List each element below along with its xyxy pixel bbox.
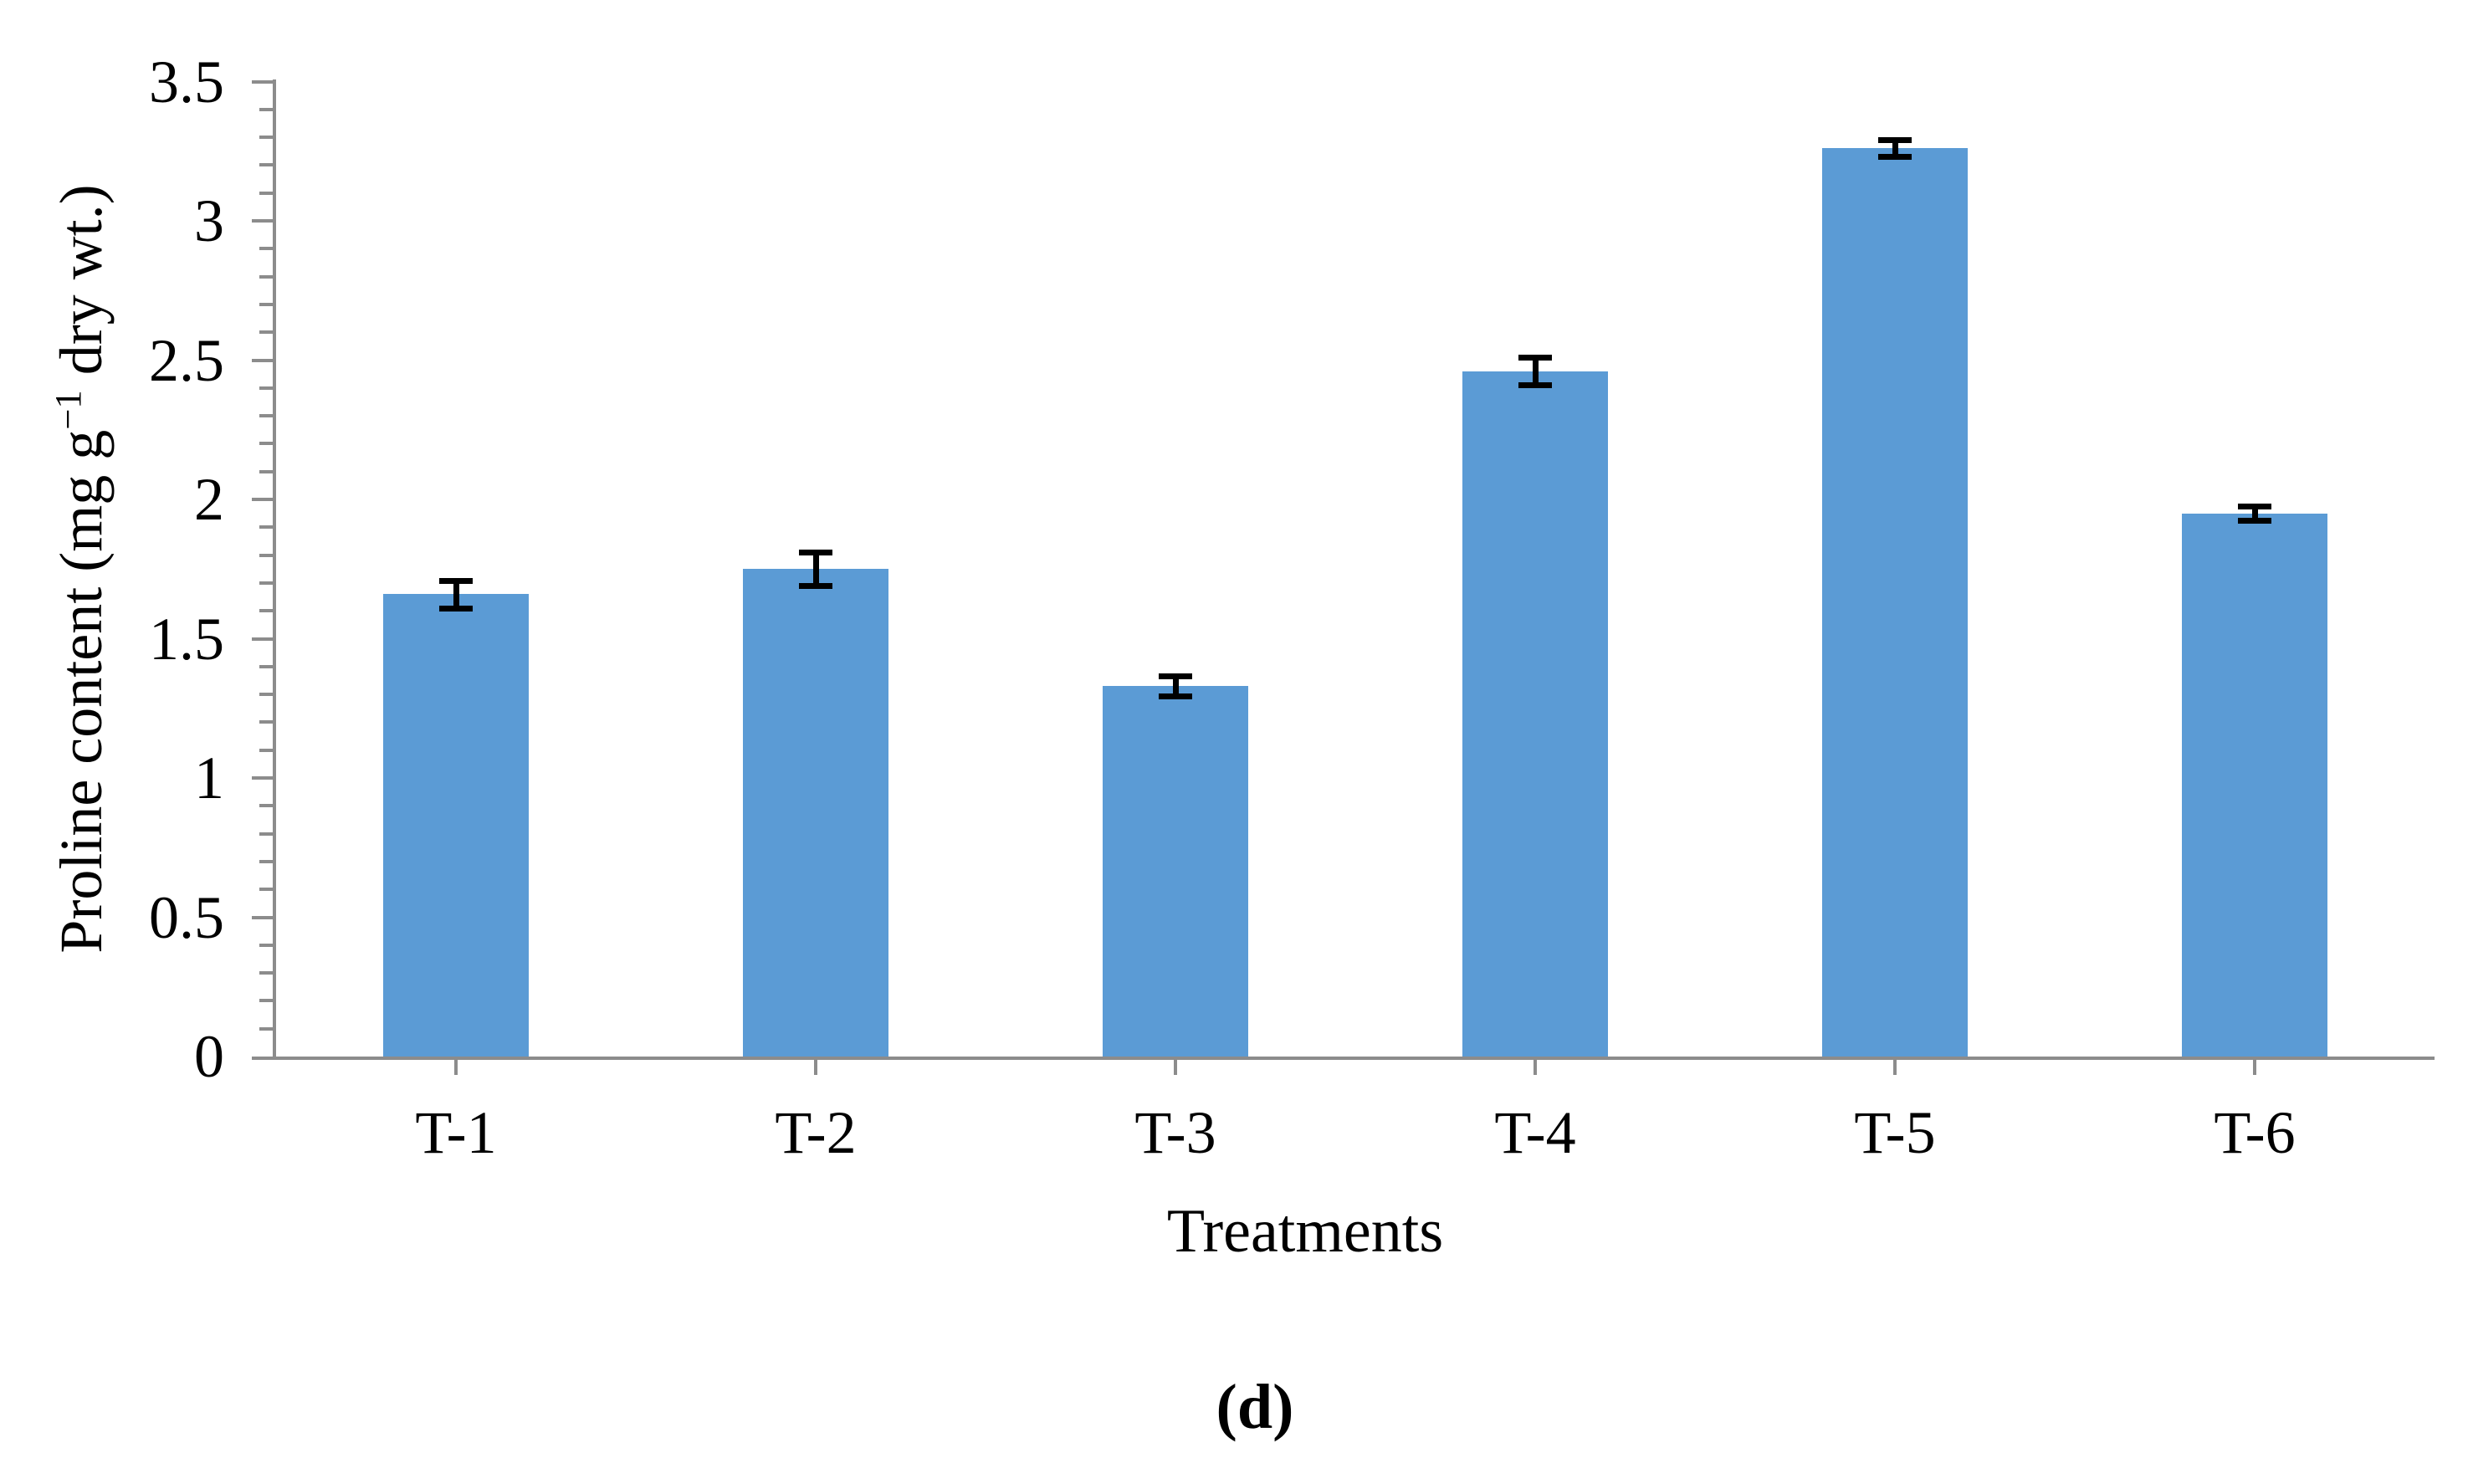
y-minor-tick (259, 804, 273, 808)
y-minor-tick (259, 943, 273, 947)
y-minor-tick (259, 609, 273, 613)
error-bar-cap-top-T-6 (2238, 504, 2271, 510)
y-minor-tick (259, 1026, 273, 1031)
y-tick-label-2.5: 2.5 (149, 326, 224, 394)
y-tick-label-3.5: 3.5 (149, 48, 224, 115)
y-minor-tick (259, 191, 273, 195)
y-tick-label-3: 3 (194, 187, 224, 254)
error-bar-cap-bottom-T-3 (1159, 693, 1192, 699)
y-tick-label-1: 1 (194, 745, 224, 811)
y-major-tick-0.5 (252, 915, 273, 919)
bar-T-1 (383, 594, 529, 1057)
y-minor-tick (259, 720, 273, 724)
bar-T-4 (1462, 371, 1608, 1057)
y-minor-tick (259, 859, 273, 863)
error-bar-cap-bottom-T-6 (2238, 517, 2271, 524)
bar-T-2 (743, 569, 888, 1057)
error-bar-cap-bottom-T-5 (1878, 154, 1912, 161)
error-bar-line-T-3 (1172, 676, 1179, 696)
error-bar-line-T-1 (453, 580, 459, 608)
error-bar-cap-top-T-5 (1878, 137, 1912, 144)
y-major-tick-1.5 (252, 637, 273, 641)
error-bar-cap-top-T-3 (1159, 673, 1192, 680)
x-tick-T-3 (1174, 1060, 1177, 1075)
y-minor-tick (259, 163, 273, 167)
y-axis-line (273, 79, 276, 1060)
bar-T-3 (1103, 686, 1248, 1057)
error-bar-cap-bottom-T-1 (439, 605, 473, 612)
y-minor-tick (259, 693, 273, 697)
x-tick-T-2 (814, 1060, 817, 1075)
y-minor-tick (259, 136, 273, 140)
y-minor-tick (259, 247, 273, 251)
x-label-T-5: T-5 (1854, 1099, 1936, 1166)
y-minor-tick (259, 414, 273, 418)
error-bar-line-T-5 (1892, 140, 1898, 157)
y-major-tick-2 (252, 498, 273, 501)
error-bar-cap-top-T-4 (1518, 355, 1552, 361)
y-minor-tick (259, 971, 273, 975)
y-minor-tick (259, 330, 273, 335)
x-label-T-2: T-2 (775, 1099, 857, 1166)
x-tick-T-4 (1534, 1060, 1537, 1075)
y-minor-tick (259, 748, 273, 752)
y-major-tick-3.5 (252, 79, 273, 84)
error-bar-cap-bottom-T-4 (1518, 382, 1552, 389)
x-axis-title: Treatments (1166, 1197, 1444, 1266)
error-bar-line-T-2 (812, 552, 819, 586)
error-bar-cap-bottom-T-2 (799, 583, 832, 590)
y-tick-label-0.5: 0.5 (149, 883, 224, 951)
y-minor-tick (259, 525, 273, 530)
y-minor-tick (259, 469, 273, 473)
y-minor-tick (259, 553, 273, 557)
y-minor-tick (259, 581, 273, 585)
panel-caption: (d) (1216, 1372, 1294, 1442)
y-minor-tick (259, 274, 273, 279)
x-tick-T-6 (2253, 1060, 2256, 1075)
x-tick-T-1 (454, 1060, 458, 1075)
y-major-tick-2.5 (252, 358, 273, 362)
y-minor-tick (259, 664, 273, 668)
bar-T-5 (1822, 148, 1968, 1057)
y-major-tick-0 (252, 1057, 273, 1060)
y-minor-tick (259, 999, 273, 1003)
bar-T-6 (2182, 513, 2327, 1057)
error-bar-cap-top-T-2 (799, 550, 832, 556)
y-major-tick-1 (252, 776, 273, 780)
x-label-T-3: T-3 (1134, 1099, 1216, 1166)
y-tick-label-2: 2 (194, 466, 224, 533)
x-label-T-1: T-1 (415, 1099, 497, 1166)
y-tick-label-1.5: 1.5 (149, 605, 224, 673)
x-axis-line (273, 1057, 2435, 1060)
y-tick-label-0: 0 (194, 1023, 224, 1090)
y-minor-tick (259, 107, 273, 111)
y-minor-tick (259, 302, 273, 306)
y-major-tick-3 (252, 219, 273, 223)
error-bar-cap-top-T-1 (439, 577, 473, 584)
y-minor-tick (259, 832, 273, 836)
y-minor-tick (259, 386, 273, 390)
x-label-T-4: T-4 (1494, 1099, 1576, 1166)
x-label-T-6: T-6 (2214, 1099, 2296, 1166)
y-minor-tick (259, 888, 273, 892)
error-bar-line-T-4 (1532, 357, 1539, 386)
y-minor-tick (259, 442, 273, 446)
error-bar-line-T-6 (2251, 506, 2258, 520)
x-tick-T-5 (1893, 1060, 1897, 1075)
